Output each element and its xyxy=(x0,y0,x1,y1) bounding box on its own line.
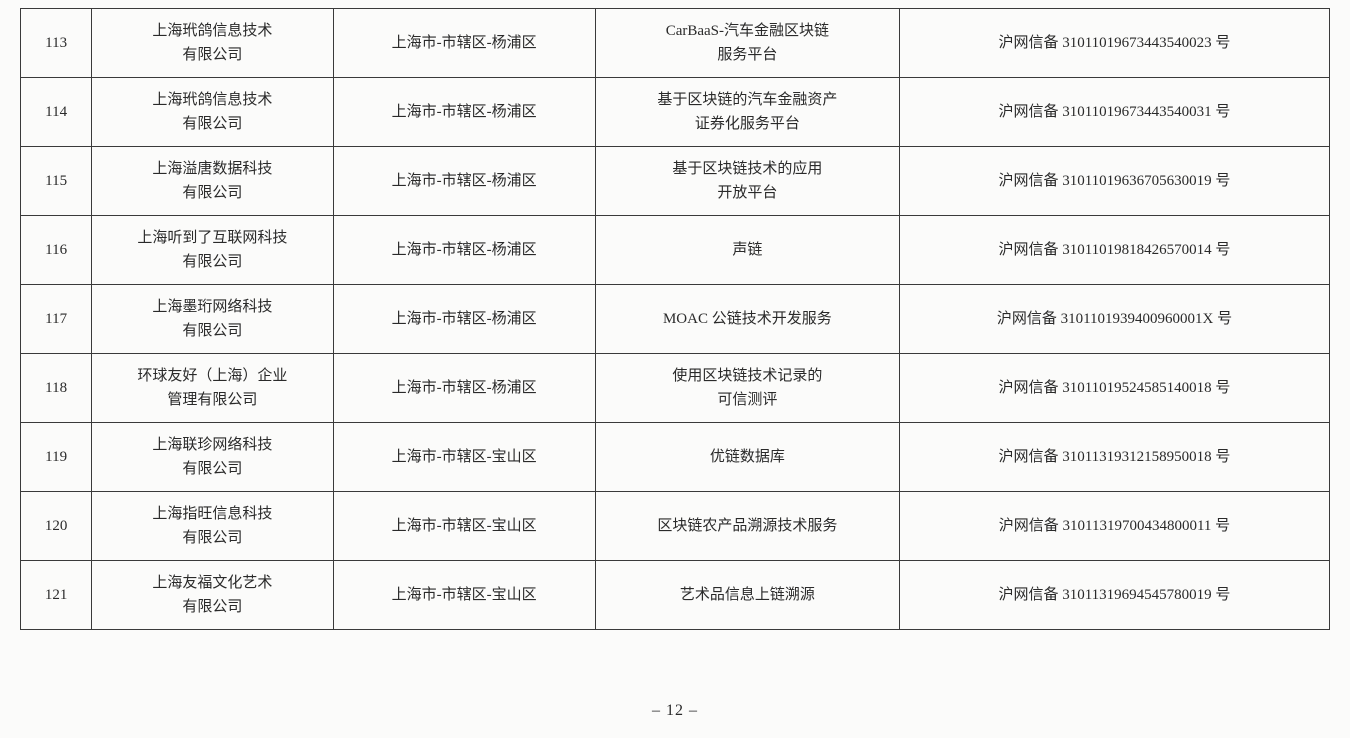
row-registration: 沪网信备 31011019818426570014 号 xyxy=(899,216,1329,285)
row-service: 区块链农产品溯源技术服务 xyxy=(595,492,899,561)
row-registration: 沪网信备 31011019636705630019 号 xyxy=(899,147,1329,216)
row-registration: 沪网信备 31011019673443540023 号 xyxy=(899,9,1329,78)
row-service: CarBaaS-汽车金融区块链服务平台 xyxy=(595,9,899,78)
page-number: – 12 – xyxy=(20,702,1330,720)
row-registration: 沪网信备 31011319700434800011 号 xyxy=(899,492,1329,561)
row-service: 声链 xyxy=(595,216,899,285)
row-index: 121 xyxy=(21,561,92,630)
table-row: 118环球友好（上海）企业管理有限公司上海市-市辖区-杨浦区使用区块链技术记录的… xyxy=(21,354,1330,423)
row-registration: 沪网信备 3101101939400960001X 号 xyxy=(899,285,1329,354)
table-row: 120上海指旺信息科技有限公司上海市-市辖区-宝山区区块链农产品溯源技术服务沪网… xyxy=(21,492,1330,561)
row-index: 116 xyxy=(21,216,92,285)
row-location: 上海市-市辖区-杨浦区 xyxy=(333,285,595,354)
row-service: 艺术品信息上链溯源 xyxy=(595,561,899,630)
row-service: MOAC 公链技术开发服务 xyxy=(595,285,899,354)
table-row: 121上海友福文化艺术有限公司上海市-市辖区-宝山区艺术品信息上链溯源沪网信备 … xyxy=(21,561,1330,630)
row-location: 上海市-市辖区-杨浦区 xyxy=(333,354,595,423)
row-location: 上海市-市辖区-杨浦区 xyxy=(333,147,595,216)
row-company: 上海玳鸽信息技术有限公司 xyxy=(92,78,333,147)
row-index: 114 xyxy=(21,78,92,147)
row-registration: 沪网信备 31011019673443540031 号 xyxy=(899,78,1329,147)
table-row: 113上海玳鸽信息技术有限公司上海市-市辖区-杨浦区CarBaaS-汽车金融区块… xyxy=(21,9,1330,78)
row-registration: 沪网信备 31011019524585140018 号 xyxy=(899,354,1329,423)
row-index: 115 xyxy=(21,147,92,216)
row-index: 119 xyxy=(21,423,92,492)
row-registration: 沪网信备 31011319312158950018 号 xyxy=(899,423,1329,492)
row-registration: 沪网信备 31011319694545780019 号 xyxy=(899,561,1329,630)
row-service: 基于区块链技术的应用开放平台 xyxy=(595,147,899,216)
row-company: 上海指旺信息科技有限公司 xyxy=(92,492,333,561)
row-index: 120 xyxy=(21,492,92,561)
row-index: 113 xyxy=(21,9,92,78)
row-location: 上海市-市辖区-杨浦区 xyxy=(333,78,595,147)
row-company: 上海听到了互联网科技有限公司 xyxy=(92,216,333,285)
row-index: 118 xyxy=(21,354,92,423)
data-table: 113上海玳鸽信息技术有限公司上海市-市辖区-杨浦区CarBaaS-汽车金融区块… xyxy=(20,8,1330,630)
row-index: 117 xyxy=(21,285,92,354)
row-location: 上海市-市辖区-杨浦区 xyxy=(333,216,595,285)
row-service: 基于区块链的汽车金融资产证券化服务平台 xyxy=(595,78,899,147)
row-service: 使用区块链技术记录的可信测评 xyxy=(595,354,899,423)
row-location: 上海市-市辖区-宝山区 xyxy=(333,492,595,561)
row-location: 上海市-市辖区-杨浦区 xyxy=(333,9,595,78)
row-company: 上海溢唐数据科技有限公司 xyxy=(92,147,333,216)
table-body: 113上海玳鸽信息技术有限公司上海市-市辖区-杨浦区CarBaaS-汽车金融区块… xyxy=(21,9,1330,630)
row-location: 上海市-市辖区-宝山区 xyxy=(333,561,595,630)
row-company: 上海玳鸽信息技术有限公司 xyxy=(92,9,333,78)
table-row: 115上海溢唐数据科技有限公司上海市-市辖区-杨浦区基于区块链技术的应用开放平台… xyxy=(21,147,1330,216)
row-company: 上海联珍网络科技有限公司 xyxy=(92,423,333,492)
row-company: 上海墨珩网络科技有限公司 xyxy=(92,285,333,354)
table-row: 119上海联珍网络科技有限公司上海市-市辖区-宝山区优链数据库沪网信备 3101… xyxy=(21,423,1330,492)
row-location: 上海市-市辖区-宝山区 xyxy=(333,423,595,492)
table-row: 114上海玳鸽信息技术有限公司上海市-市辖区-杨浦区基于区块链的汽车金融资产证券… xyxy=(21,78,1330,147)
table-row: 116上海听到了互联网科技有限公司上海市-市辖区-杨浦区声链沪网信备 31011… xyxy=(21,216,1330,285)
table-row: 117上海墨珩网络科技有限公司上海市-市辖区-杨浦区MOAC 公链技术开发服务沪… xyxy=(21,285,1330,354)
row-service: 优链数据库 xyxy=(595,423,899,492)
row-company: 上海友福文化艺术有限公司 xyxy=(92,561,333,630)
row-company: 环球友好（上海）企业管理有限公司 xyxy=(92,354,333,423)
